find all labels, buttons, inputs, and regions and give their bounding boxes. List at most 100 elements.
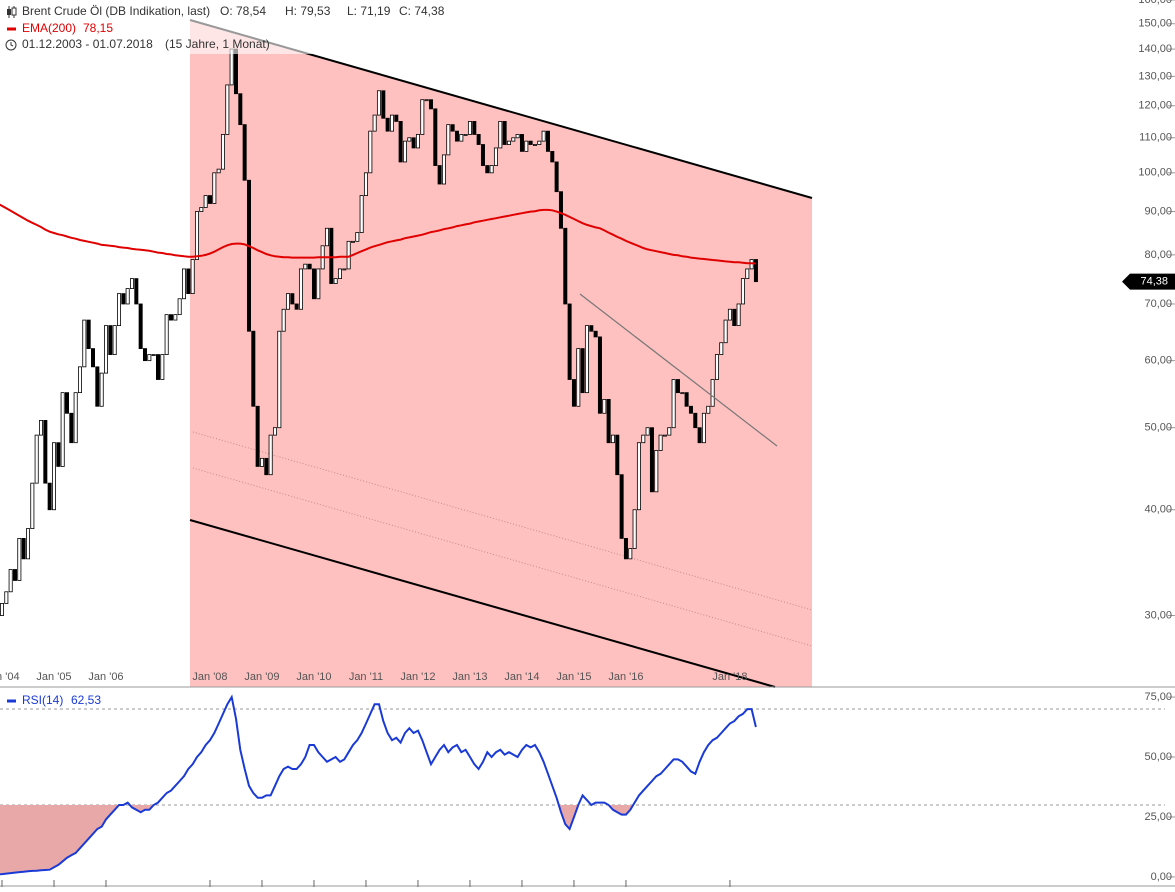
candle [69,412,74,444]
candle [658,434,663,451]
x-tick-label: Jan '10 [296,671,331,683]
candle [723,319,728,344]
candle [0,603,5,616]
candle [233,48,238,95]
y-tick-label: 90,00 [1144,205,1172,217]
candle [714,354,719,380]
candle [164,314,169,355]
candle [428,99,433,110]
candle [303,263,308,270]
candle [667,427,672,436]
candle [472,121,477,135]
candle [537,140,542,145]
candle [39,420,44,436]
candle [246,179,251,332]
candle [21,538,26,560]
candle [593,330,598,338]
candle [402,140,407,163]
x-tick-label: Jan '14 [504,671,539,683]
candle [645,427,650,436]
candle [77,366,82,394]
y-tick-label: 150,00 [1138,18,1172,30]
title: Brent Crude Öl (DB Indikation, last) [22,4,210,18]
candle [571,379,576,407]
header-bg [0,0,440,54]
rsi-oversold-area [0,804,756,875]
candle [706,405,711,414]
candle [450,124,455,132]
candle [732,308,737,327]
candle [238,93,243,126]
candle [454,130,459,142]
candle [324,227,329,247]
candle [727,308,732,321]
candle [350,240,355,243]
candle [433,108,438,166]
candle [186,268,191,295]
candle [446,124,451,156]
candle [129,278,134,289]
candle [597,336,602,414]
candle [506,140,511,145]
candle [502,121,507,145]
candle [740,278,745,305]
candle [82,319,87,368]
candle [745,268,750,280]
candle [693,412,698,429]
candle [203,195,208,208]
candle [580,348,585,394]
candle [541,130,546,142]
candle [493,147,498,166]
candle [545,130,550,152]
candle [294,303,299,310]
candle [147,354,152,362]
candle [498,121,503,149]
candle [407,137,412,142]
candle [437,165,442,185]
rsi-y-tick-label: 50,00 [1144,751,1172,763]
candle [333,278,338,284]
candle [415,134,420,149]
candle [298,268,303,310]
candle [160,354,165,380]
y-tick-label: 130,00 [1138,70,1172,82]
candle [207,195,212,204]
candle [259,457,264,467]
x-tick-label: Jan '18 [712,671,747,683]
candle [363,172,368,196]
x-tick-label: Jan '08 [192,671,227,683]
candle [212,172,217,204]
candle [90,348,95,368]
candle [381,90,386,119]
trend-line [579,293,778,447]
candle [385,117,390,132]
candle [311,268,316,300]
candle [342,268,347,271]
channel-fill [190,20,812,687]
candle [73,392,78,444]
candle [372,114,377,132]
candle [47,482,52,511]
candle [134,278,139,305]
candle [216,168,221,174]
candle [181,268,186,300]
candle [8,569,13,593]
candle [151,354,156,356]
x-tick-label: Jan '06 [88,671,123,683]
candle [398,121,403,163]
candle [753,259,758,283]
candle [220,134,225,170]
candle [125,288,130,305]
ema-value: 78,15 [83,21,113,35]
candle [290,293,295,305]
candle [558,191,563,229]
candle [628,548,633,560]
candle [346,240,351,270]
candle [719,342,724,355]
candle [329,227,334,284]
x-tick-label: Jan '13 [452,671,487,683]
candle [194,211,199,260]
candle [680,392,685,395]
candle [108,325,113,355]
